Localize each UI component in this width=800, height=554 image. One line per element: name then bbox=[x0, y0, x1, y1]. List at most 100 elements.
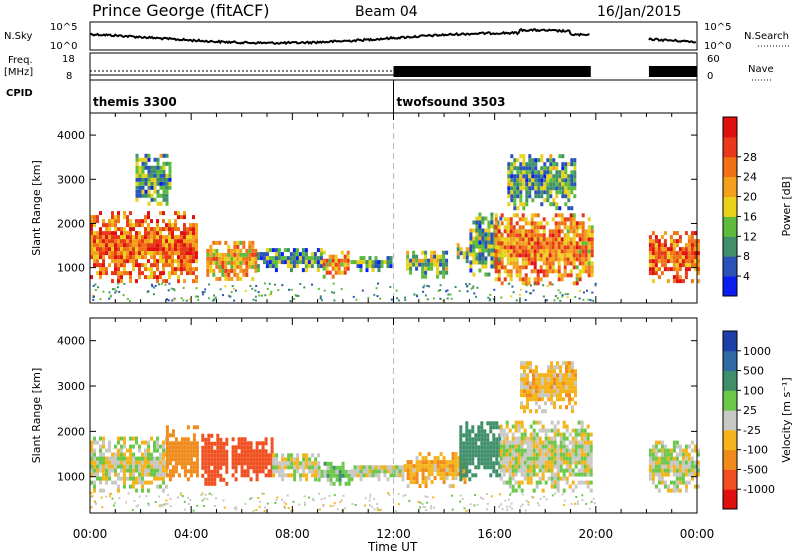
heatmap-cell bbox=[127, 492, 130, 495]
heatmap-cell bbox=[118, 290, 121, 293]
heatmap-cell bbox=[156, 219, 159, 224]
heatmap-cell bbox=[156, 247, 159, 252]
heatmap-cell bbox=[478, 240, 482, 245]
heatmap-cell bbox=[583, 452, 587, 457]
heatmap-cell bbox=[132, 480, 135, 485]
heatmap-cell bbox=[663, 267, 667, 272]
heatmap-cell bbox=[317, 477, 321, 482]
heatmap-cell bbox=[575, 265, 579, 270]
heatmap-cell bbox=[225, 441, 229, 446]
heatmap-cell bbox=[262, 256, 266, 261]
heatmap-cell bbox=[144, 235, 147, 240]
heatmap-cell bbox=[102, 271, 105, 276]
colorbar-segment bbox=[723, 370, 737, 391]
heatmap-cell bbox=[237, 457, 241, 462]
heatmap-cell bbox=[222, 445, 226, 450]
heatmap-cell bbox=[339, 501, 342, 503]
heatmap-cell bbox=[563, 221, 567, 226]
heatmap-cell bbox=[654, 263, 658, 268]
heatmap-cell bbox=[213, 457, 217, 462]
heatmap-cell bbox=[332, 481, 336, 486]
heatmap-cell bbox=[508, 428, 512, 433]
x-tick-label: 12:00 bbox=[376, 527, 411, 541]
heatmap-cell bbox=[439, 258, 443, 263]
heatmap-cell bbox=[117, 251, 120, 256]
heatmap-cell bbox=[541, 409, 544, 414]
heatmap-cell bbox=[510, 182, 514, 187]
heatmap-cell bbox=[681, 460, 685, 465]
heatmap-cell bbox=[554, 492, 557, 495]
heatmap-cell bbox=[565, 428, 569, 433]
heatmap-cell bbox=[587, 269, 591, 274]
heatmap-cell bbox=[589, 452, 593, 457]
heatmap-cell bbox=[150, 181, 154, 186]
heatmap-cell bbox=[474, 473, 478, 478]
heatmap-cell bbox=[183, 441, 187, 446]
heatmap-cell bbox=[474, 453, 478, 458]
heatmap-cell bbox=[651, 476, 655, 481]
heatmap-cell bbox=[530, 233, 534, 238]
heatmap-cell bbox=[377, 477, 381, 482]
heatmap-cell bbox=[654, 472, 658, 477]
heatmap-cell bbox=[651, 460, 655, 465]
heatmap-cell bbox=[246, 453, 250, 458]
heatmap-cell bbox=[120, 444, 123, 449]
heatmap-cell bbox=[693, 255, 697, 260]
heatmap-cell bbox=[553, 373, 556, 378]
heatmap-cell bbox=[117, 279, 120, 284]
heatmap-cell bbox=[153, 448, 156, 453]
heatmap-cell bbox=[356, 473, 360, 478]
heatmap-cell bbox=[219, 461, 223, 466]
heatmap-cell bbox=[486, 445, 490, 450]
heatmap-cell bbox=[307, 256, 311, 261]
heatmap-cell bbox=[571, 440, 575, 445]
heatmap-cell bbox=[168, 275, 171, 280]
heatmap-cell bbox=[102, 464, 105, 469]
heatmap-cell bbox=[251, 287, 254, 290]
heatmap-cell bbox=[565, 393, 568, 398]
heatmap-cell bbox=[544, 460, 548, 465]
heatmap-cell bbox=[654, 267, 658, 272]
heatmap-cell bbox=[553, 472, 557, 477]
heatmap-cell bbox=[527, 503, 530, 506]
heatmap-cell bbox=[556, 297, 559, 300]
heatmap-cell bbox=[587, 253, 591, 258]
heatmap-cell bbox=[515, 249, 519, 254]
heatmap-cell bbox=[242, 268, 246, 273]
heatmap-cell bbox=[575, 241, 579, 246]
heatmap-cell bbox=[509, 241, 513, 246]
heatmap-cell bbox=[696, 448, 700, 453]
heatmap-cell bbox=[165, 473, 169, 478]
heatmap-cell bbox=[174, 259, 177, 264]
heatmap-cell bbox=[574, 452, 578, 457]
heatmap-cell bbox=[515, 241, 519, 246]
heatmap-cell bbox=[529, 381, 532, 386]
heatmap-cell bbox=[681, 456, 685, 461]
heatmap-cell bbox=[510, 190, 514, 195]
heatmap-cell bbox=[535, 409, 538, 414]
heatmap-cell bbox=[267, 469, 271, 474]
heatmap-cell bbox=[545, 241, 549, 246]
heatmap-cell bbox=[469, 240, 473, 245]
heatmap-cell bbox=[492, 445, 496, 450]
heatmap-cell bbox=[534, 190, 538, 195]
heatmap-cell bbox=[503, 253, 507, 258]
heatmap-cell bbox=[248, 252, 252, 257]
heatmap-cell bbox=[687, 255, 691, 260]
heatmap-cell bbox=[687, 251, 691, 256]
heatmap-cell bbox=[156, 193, 160, 198]
heatmap-cell bbox=[518, 249, 522, 254]
heatmap-cell bbox=[328, 262, 332, 267]
heatmap-cell bbox=[577, 432, 581, 437]
heatmap-cell bbox=[505, 448, 509, 453]
heatmap-cell bbox=[213, 453, 217, 458]
heatmap-cell bbox=[368, 256, 372, 261]
heatmap-cell bbox=[660, 448, 664, 453]
heatmap-cell bbox=[231, 449, 235, 454]
heatmap-cell bbox=[296, 469, 300, 474]
heatmap-cell bbox=[523, 456, 527, 461]
heatmap-cell bbox=[171, 267, 174, 272]
heatmap-cell bbox=[502, 468, 506, 473]
heatmap-cell bbox=[539, 497, 542, 500]
heatmap-cell bbox=[153, 157, 157, 162]
